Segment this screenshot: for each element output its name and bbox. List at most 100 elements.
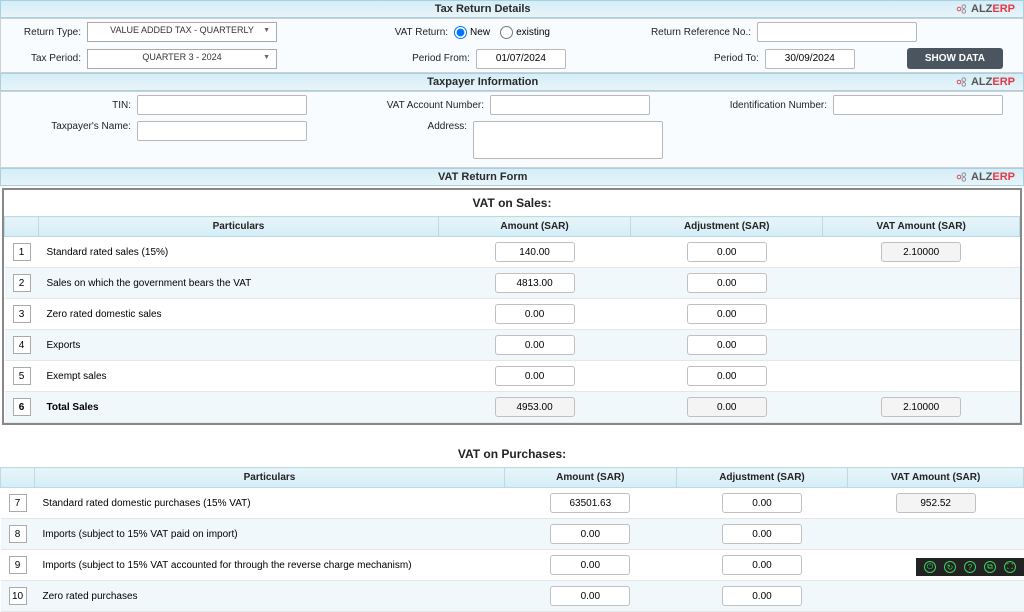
table-row: 4 Exports [5, 330, 1020, 361]
ref-no-input[interactable] [757, 22, 917, 42]
row-number: 7 [9, 494, 27, 512]
vat-account-label: VAT Account Number: [374, 100, 484, 111]
help-icon[interactable]: ? [964, 561, 976, 573]
logo-icon [956, 76, 968, 88]
tin-input[interactable] [137, 95, 307, 115]
row-number: 2 [13, 274, 31, 292]
particulars-cell: Standard rated domestic purchases (15% V… [35, 488, 505, 519]
col-adjustment: Adjustment (SAR) [676, 468, 848, 488]
table-row: 6 Total Sales [5, 392, 1020, 423]
section-title: Tax Return Details [435, 3, 531, 15]
status-bar: ⏻ ↻ ? ⧉ ⛶ [916, 558, 1024, 576]
section-title: Taxpayer Information [427, 76, 538, 88]
adjustment-input[interactable] [722, 493, 802, 513]
amount-input[interactable] [495, 242, 575, 262]
copy-icon[interactable]: ⧉ [984, 561, 996, 573]
table-row: 5 Exempt sales [5, 361, 1020, 392]
amount-input[interactable] [495, 273, 575, 293]
row-number: 4 [13, 336, 31, 354]
return-type-select[interactable]: VALUE ADDED TAX - QUARTERLY [87, 22, 277, 42]
amount-input[interactable] [550, 524, 630, 544]
brand-logo: ALZERP [956, 76, 1015, 88]
row-number: 10 [9, 587, 27, 605]
id-no-input[interactable] [833, 95, 1003, 115]
tin-label: TIN: [21, 100, 131, 111]
particulars-cell: Zero rated purchases [35, 581, 505, 612]
ref-no-label: Return Reference No.: [641, 27, 751, 38]
table-row: 3 Zero rated domestic sales [5, 299, 1020, 330]
address-input[interactable] [473, 121, 663, 159]
radio-new[interactable]: New [454, 26, 490, 39]
taxpayer-name-input[interactable] [137, 121, 307, 141]
vat-return-form-header: VAT Return Form ALZERP [0, 168, 1024, 186]
col-amount: Amount (SAR) [505, 468, 677, 488]
row-number: 5 [13, 367, 31, 385]
adjustment-input[interactable] [687, 242, 767, 262]
adjustment-input[interactable] [722, 586, 802, 606]
vat-amount-input [896, 493, 976, 513]
logo-icon [956, 171, 968, 183]
sync-icon[interactable]: ↻ [944, 561, 956, 573]
vat-on-sales-title: VAT on Sales: [4, 190, 1020, 216]
adjustment-input[interactable] [722, 555, 802, 575]
table-row: 2 Sales on which the government bears the… [5, 268, 1020, 299]
expand-icon[interactable]: ⛶ [1004, 561, 1016, 573]
radio-existing[interactable]: existing [500, 26, 550, 39]
period-to-input[interactable] [765, 49, 855, 69]
vat-account-input[interactable] [490, 95, 650, 115]
id-no-label: Identification Number: [717, 100, 827, 111]
adjustment-input[interactable] [687, 273, 767, 293]
table-row: 1 Standard rated sales (15%) [5, 237, 1020, 268]
particulars-cell: Imports (subject to 15% VAT paid on impo… [35, 519, 505, 550]
vat-on-purchases-title: VAT on Purchases: [0, 441, 1024, 467]
tax-period-select[interactable]: QUARTER 3 - 2024 [87, 49, 277, 69]
particulars-cell: Total Sales [39, 392, 439, 423]
row-number: 6 [13, 398, 31, 416]
particulars-cell: Exempt sales [39, 361, 439, 392]
tax-period-label: Tax Period: [21, 53, 81, 64]
table-row: 7 Standard rated domestic purchases (15% … [1, 488, 1024, 519]
amount-input[interactable] [550, 555, 630, 575]
amount-input[interactable] [495, 366, 575, 386]
amount-input[interactable] [550, 493, 630, 513]
vat-amount-input [881, 242, 961, 262]
particulars-cell: Sales on which the government bears the … [39, 268, 439, 299]
tax-return-details-header: Tax Return Details ALZERP [0, 0, 1024, 18]
amount-input[interactable] [495, 304, 575, 324]
particulars-cell: Exports [39, 330, 439, 361]
period-to-label: Period To: [679, 53, 759, 64]
col-adjustment: Adjustment (SAR) [631, 217, 823, 237]
show-data-button[interactable]: SHOW DATA [907, 48, 1003, 69]
col-vat: VAT Amount (SAR) [848, 468, 1024, 488]
particulars-cell: Zero rated domestic sales [39, 299, 439, 330]
adjustment-input[interactable] [687, 335, 767, 355]
col-particulars: Particulars [35, 468, 505, 488]
brand-logo: ALZERP [956, 171, 1015, 183]
address-label: Address: [357, 121, 467, 132]
vat-return-label: VAT Return: [368, 27, 448, 38]
amount-input[interactable] [550, 586, 630, 606]
row-number: 9 [9, 556, 27, 574]
vat-return-radio-group: New existing [454, 26, 550, 39]
adjustment-input[interactable] [687, 366, 767, 386]
col-vat: VAT Amount (SAR) [823, 217, 1020, 237]
amount-input [495, 397, 575, 417]
taxpayer-name-label: Taxpayer's Name: [21, 121, 131, 132]
logo-icon [956, 3, 968, 15]
section-title: VAT Return Form [438, 171, 527, 183]
radio-new-input[interactable] [454, 26, 467, 39]
radio-existing-input[interactable] [500, 26, 513, 39]
row-number: 3 [13, 305, 31, 323]
period-from-input[interactable] [476, 49, 566, 69]
particulars-cell: Standard rated sales (15%) [39, 237, 439, 268]
vat-amount-input [881, 397, 961, 417]
sales-table: Particulars Amount (SAR) Adjustment (SAR… [4, 216, 1020, 423]
amount-input[interactable] [495, 335, 575, 355]
table-row: 8Imports (subject to 15% VAT paid on imp… [1, 519, 1024, 550]
period-from-label: Period From: [390, 53, 470, 64]
adjustment-input[interactable] [722, 524, 802, 544]
adjustment-input[interactable] [687, 304, 767, 324]
row-number: 1 [13, 243, 31, 261]
power-icon[interactable]: ⏻ [924, 561, 936, 573]
purchases-table: Particulars Amount (SAR) Adjustment (SAR… [0, 467, 1024, 612]
